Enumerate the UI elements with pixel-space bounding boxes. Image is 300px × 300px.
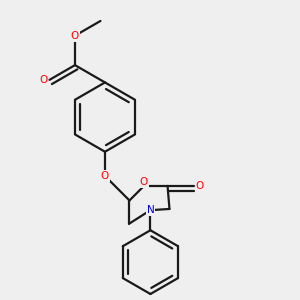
Text: O: O	[196, 181, 204, 191]
Text: N: N	[146, 205, 154, 215]
Text: O: O	[71, 31, 79, 41]
Text: O: O	[140, 177, 148, 187]
Text: O: O	[101, 171, 109, 181]
Text: O: O	[39, 75, 47, 85]
